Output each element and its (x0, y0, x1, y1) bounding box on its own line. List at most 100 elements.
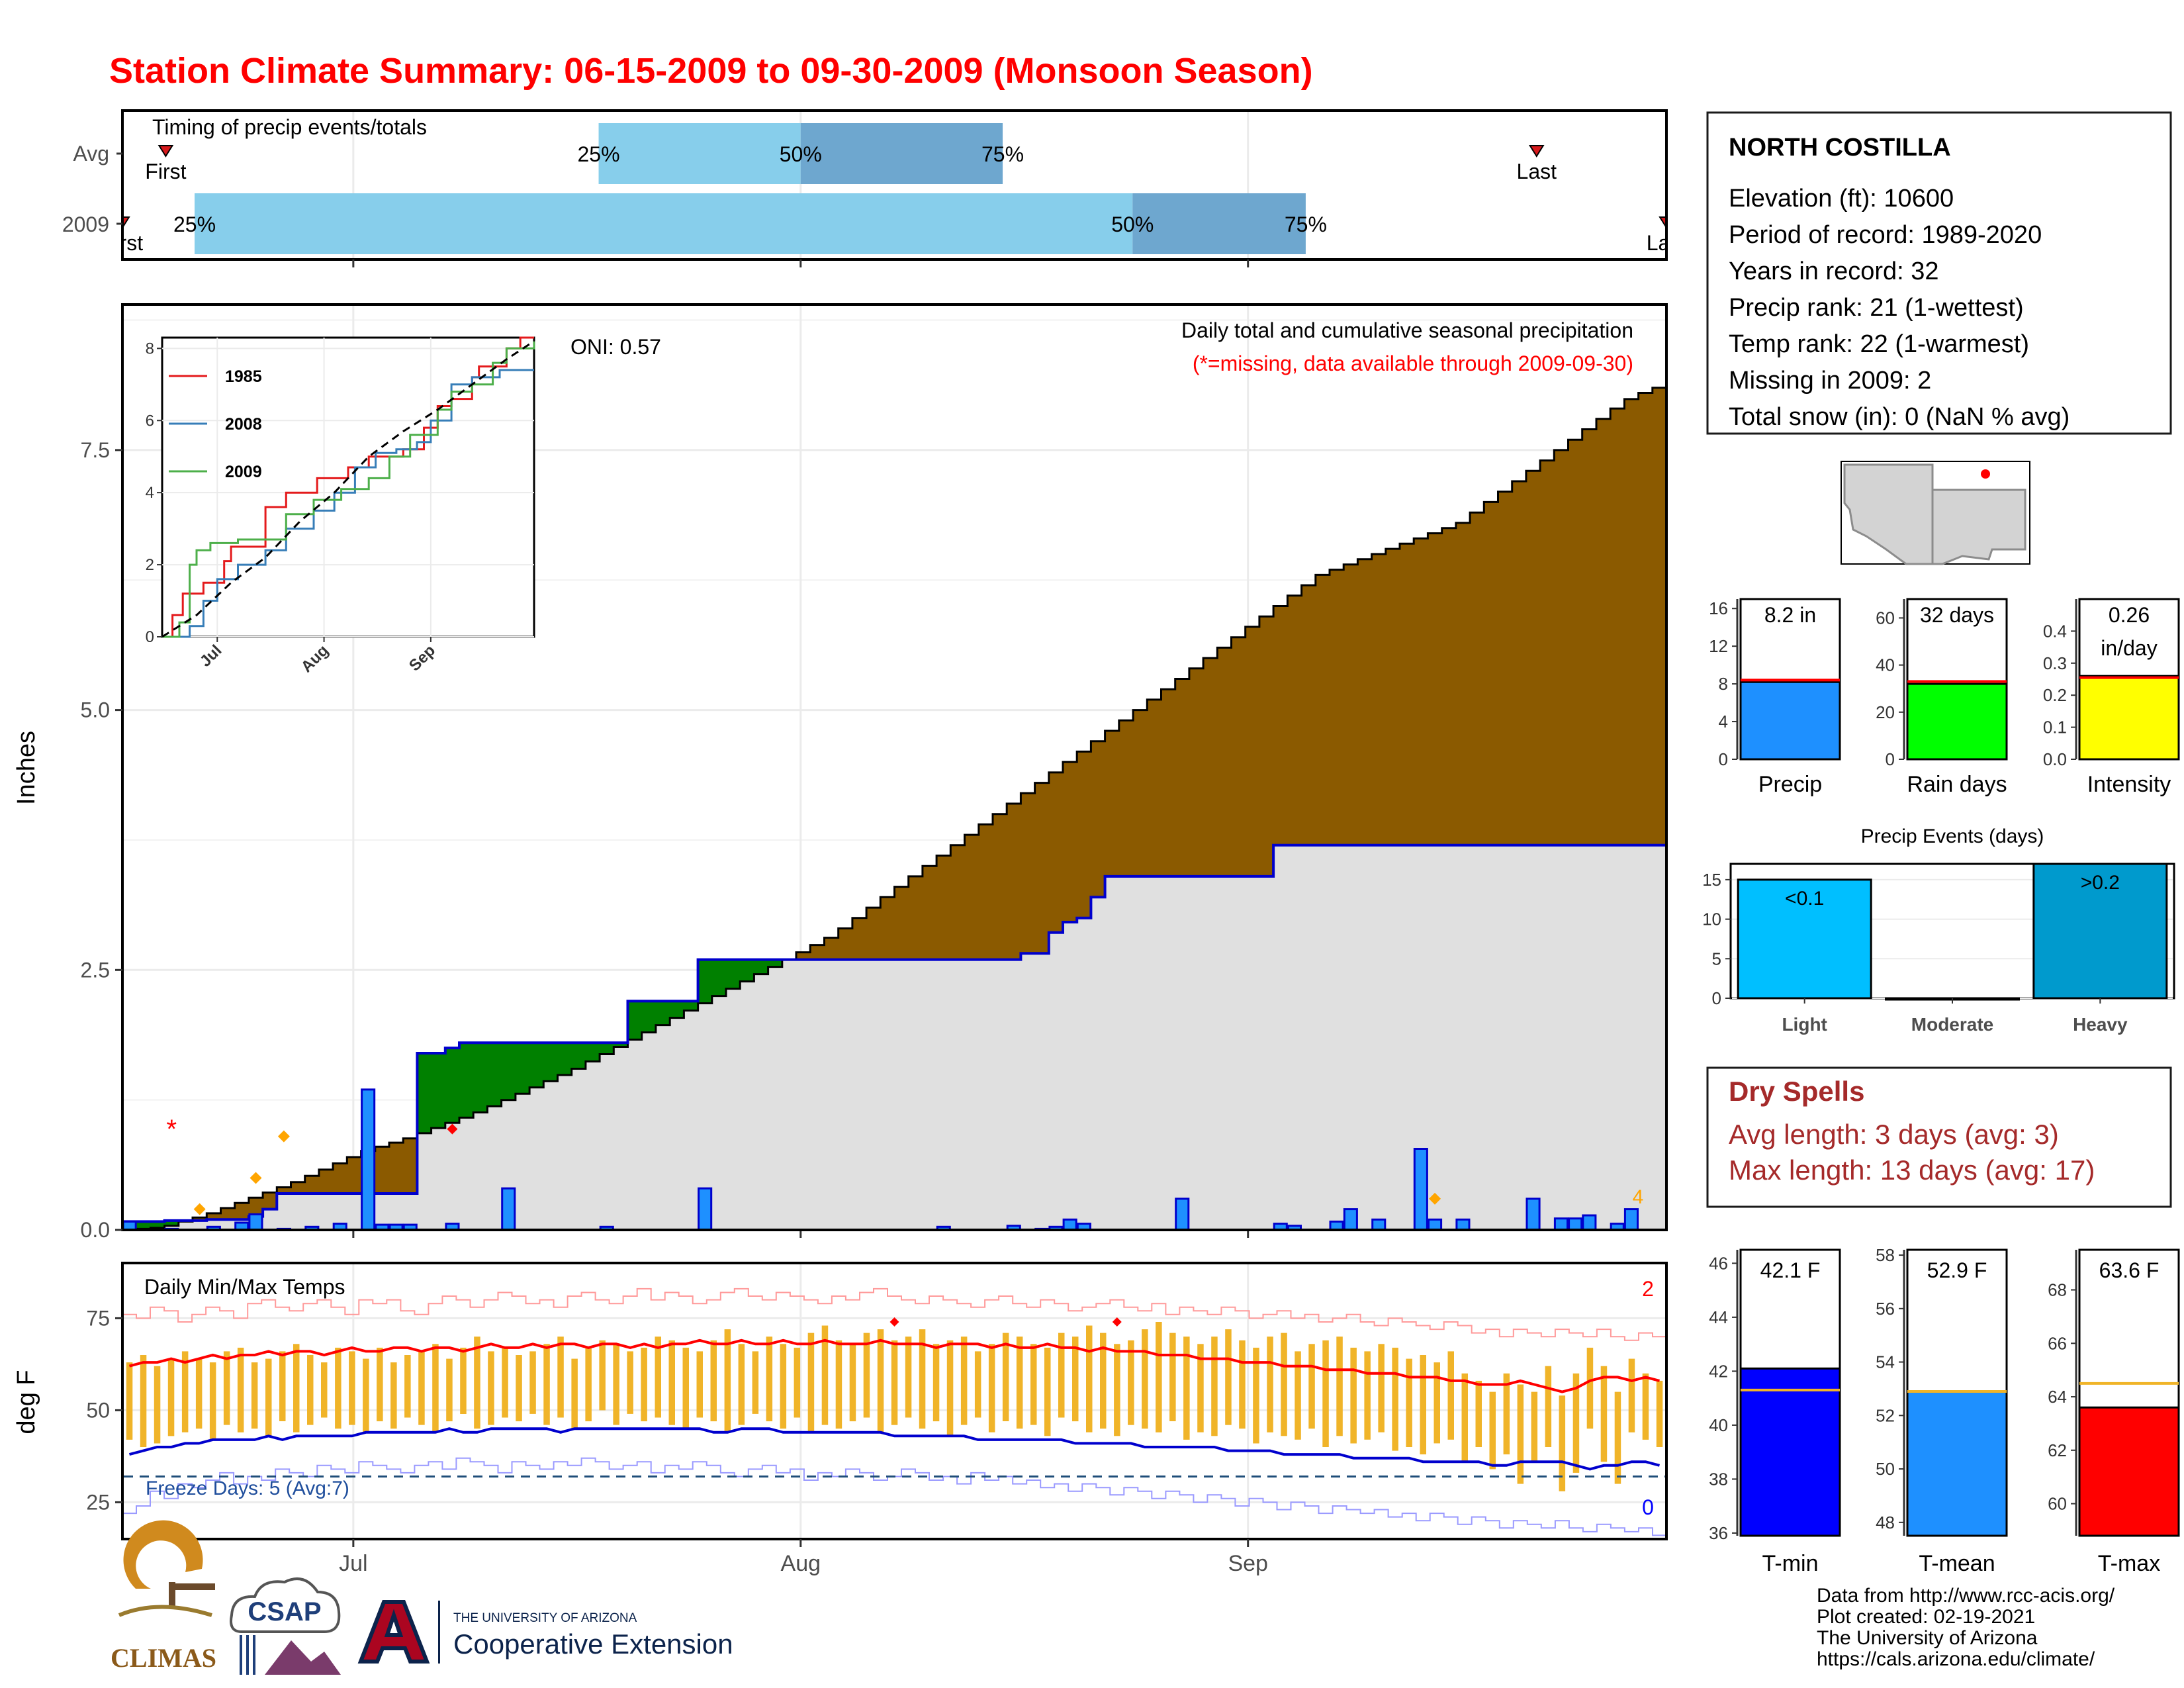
daily-temp-range-bar-57 (919, 1329, 926, 1429)
temp-panel-t-mean: 48 50 52 54 56 58 52.9 F T-mean (1876, 1245, 2008, 1576)
daily-temp-range-bar-58 (933, 1344, 940, 1422)
summary-ytick-label-0-3: 12 (1709, 636, 1728, 656)
summary-value-label-2: 0.26 (2109, 603, 2150, 627)
daily-temp-range-bar-55 (891, 1340, 898, 1425)
temp-xtick-label-2: Sep (1228, 1551, 1268, 1576)
temp-panel-bar-0 (1739, 1367, 1841, 1537)
daily-temp-range-bar-17 (363, 1358, 369, 1432)
avg-max-temp-line (128, 1338, 1661, 1393)
temp-panel-category-label-0: T-min (1762, 1551, 1819, 1576)
timing-last-label-0: Last (1517, 160, 1557, 183)
daily-temp-range-bar-3 (167, 1358, 175, 1436)
csap-mountain-icon (265, 1640, 341, 1675)
station-info-line-6: Total snow (in): 0 (NaN % avg) (1729, 403, 2070, 431)
temp-chart: 25 50 75 Daily Min/Max Temps Freeze Days: … (13, 1262, 1668, 1576)
timing-last-marker-icon-1 (1659, 216, 1665, 227)
temp-xtick-label-1: Aug (781, 1551, 821, 1576)
timing-last-label-1: Last (1647, 231, 1687, 255)
extreme-event-marker-0 (193, 1203, 206, 1215)
daily-temp-range-bar-12 (293, 1344, 300, 1432)
csap-logo: CSAP (230, 1577, 341, 1675)
precip-chart-title: Daily total and cumulative seasonal prec… (1181, 318, 1633, 342)
summary-category-label-2: Intensity (2087, 772, 2171, 797)
daily-temp-range-bar-81 (1253, 1347, 1259, 1444)
daily-temp-range-bar-51 (835, 1340, 842, 1429)
temp-ytick-label-1: 50 (86, 1398, 110, 1422)
daily-temp-range-bar-9 (251, 1362, 258, 1429)
summary-value-label-0: 8.2 in (1764, 603, 1816, 627)
daily-precip-bar-22 (1175, 1197, 1190, 1231)
temp-ytick-label-0: 25 (86, 1490, 110, 1514)
daily-temp-range-bar-82 (1267, 1336, 1273, 1432)
temp-panel-t-max: 60 62 64 66 68 63.6 F T-max (2048, 1248, 2180, 1576)
timing-bar-q25-q50-0 (598, 123, 801, 184)
temp-panel-ytick-label-2-0: 60 (2048, 1494, 2067, 1514)
daily-temp-range-bar-8 (237, 1347, 244, 1432)
timing-row-label-avg: Avg (73, 142, 109, 165)
events-category-label-heavy: Heavy (2073, 1014, 2128, 1035)
events-ytick-label-2: 10 (1702, 910, 1721, 929)
inset-legend-label-1985: 1985 (225, 367, 262, 386)
csap-cloud-icon (230, 1577, 341, 1633)
daily-temp-range-bar-40 (682, 1347, 689, 1429)
daily-temp-range-bar-69 (1086, 1325, 1093, 1432)
summary-ytick-label-1-3: 60 (1876, 608, 1895, 628)
summary-ytick-label-2-2: 0.2 (2043, 685, 2067, 705)
precip-chart: * 0.0 2.5 5.0 7.5 Inches Daily total and cu… (13, 303, 1668, 1242)
timing-panel: 25% 50% 75% First Last 25% 50% 75% First Last Tim… (62, 109, 1687, 267)
temp-panel-ytick-label-0-3: 42 (1709, 1361, 1728, 1381)
daily-temp-range-bar-39 (668, 1340, 675, 1425)
daily-temp-range-bar-74 (1156, 1322, 1162, 1432)
temp-panel-bar-2 (2078, 1406, 2180, 1537)
precip-ytick-label-0: 0.0 (81, 1218, 110, 1242)
daily-temp-range-bar-84 (1295, 1351, 1301, 1440)
events-category-label-moderate: Moderate (1911, 1014, 1993, 1035)
daily-temp-range-bar-109 (1642, 1373, 1649, 1440)
summary-ytick-label-0-1: 4 (1719, 712, 1728, 731)
daily-temp-range-bar-18 (377, 1347, 383, 1422)
inset-ytick-label-1: 2 (146, 556, 154, 574)
daily-temp-range-bar-49 (807, 1333, 815, 1432)
daily-temp-range-bar-87 (1336, 1336, 1343, 1436)
summary-ytick-label-0-2: 8 (1719, 674, 1728, 694)
daily-temp-range-bar-38 (655, 1336, 661, 1418)
daily-temp-range-bar-60 (960, 1336, 968, 1425)
daily-temp-range-bar-104 (1572, 1373, 1580, 1473)
inset-ytick-label-0: 0 (146, 628, 154, 646)
daily-temp-range-bar-45 (752, 1351, 759, 1414)
temp-panel-ytick-label-1-3: 54 (1876, 1352, 1895, 1372)
timing-q75-label-1: 75% (1285, 212, 1327, 236)
avg-min-temp-line (128, 1427, 1661, 1471)
daily-temp-range-bar-107 (1614, 1391, 1621, 1484)
precip-ytick-label-1: 2.5 (81, 958, 110, 982)
daily-precip-bar-31 (1525, 1197, 1541, 1231)
daily-temp-range-bar-80 (1239, 1340, 1246, 1429)
timing-last-marker-icon-0 (1528, 145, 1545, 158)
daily-temp-range-bar-11 (279, 1351, 286, 1421)
daily-temp-range-bar-108 (1628, 1358, 1635, 1432)
inset-ytick-label-4: 8 (146, 340, 154, 357)
summary-ytick-label-2-0: 0.0 (2043, 749, 2067, 769)
credit-line-4: https://cals.arizona.edu/climate/ (1817, 1648, 2095, 1670)
precip-ytick-label-2: 5.0 (81, 698, 110, 722)
inset-series-line-2009 (162, 341, 535, 638)
daily-temp-range-bar-77 (1197, 1344, 1204, 1432)
daily-temp-range-bar-95 (1447, 1351, 1454, 1440)
daily-precip-bar-20 (1062, 1218, 1077, 1231)
daily-temp-range-bar-88 (1350, 1347, 1357, 1444)
station-name: NORTH COSTILLA (1729, 134, 1951, 162)
summary-bar-2 (2078, 675, 2180, 761)
inset-legend-label-2008: 2008 (225, 415, 262, 434)
daily-precip-bar-29 (1428, 1218, 1443, 1231)
daily-temp-range-bar-62 (988, 1344, 995, 1432)
station-info-line-1: Period of record: 1989-2020 (1729, 221, 2042, 249)
record-temp-marker-1 (1112, 1317, 1122, 1327)
dry-spells-box: Dry Spells Avg length: 3 days (avg: 3) M… (1706, 1066, 2172, 1208)
daily-temp-range-bar-37 (641, 1347, 647, 1422)
timing-q25-label-1: 25% (173, 212, 216, 236)
daily-temp-range-bar-28 (516, 1355, 522, 1422)
daily-temp-range-bar-71 (1114, 1344, 1120, 1436)
daily-temp-range-bar-101 (1531, 1391, 1538, 1462)
daily-precip-bar-13 (501, 1187, 516, 1231)
